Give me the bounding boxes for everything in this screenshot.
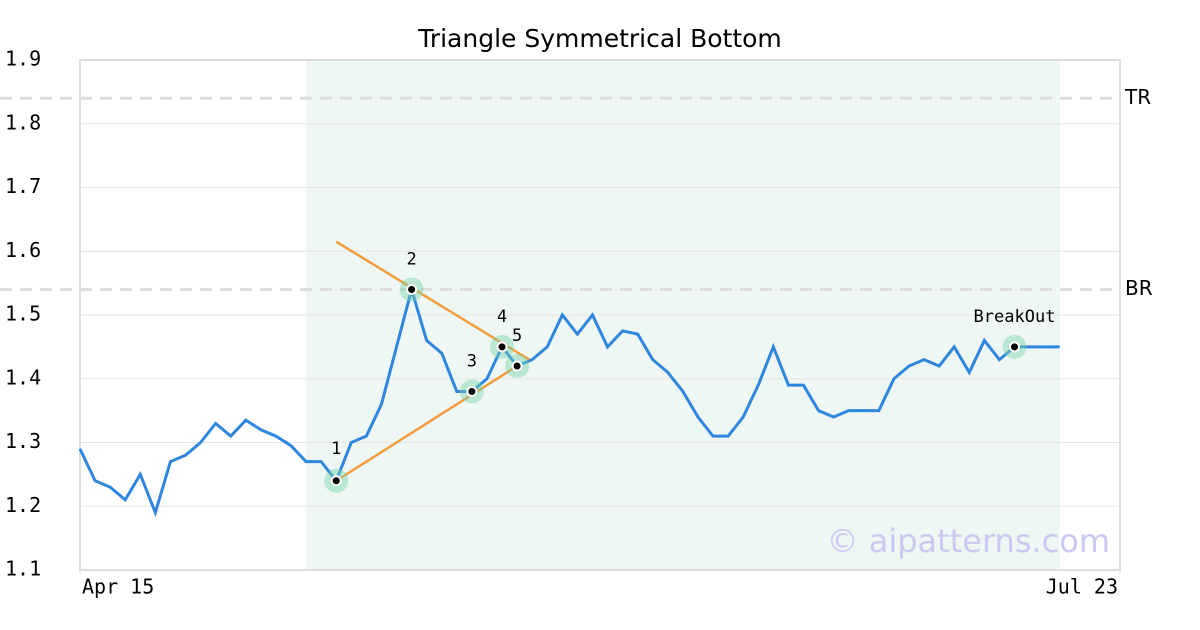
chart-title: Triangle Symmetrical Bottom: [417, 24, 782, 53]
pivot-label: 1: [331, 439, 341, 459]
y-tick-label: 1.8: [5, 110, 41, 134]
watermark: © aipatterns.com: [827, 522, 1110, 560]
level-label: BR: [1125, 276, 1153, 300]
level-label: TR: [1124, 85, 1151, 109]
y-tick-label: 1.5: [5, 302, 41, 326]
x-tick-label: Jul 23: [1046, 575, 1118, 599]
x-tick-label: Apr 15: [82, 575, 154, 599]
pivot-label: 2: [406, 250, 416, 270]
y-tick-label: 1.3: [5, 429, 41, 453]
y-tick-label: 1.6: [5, 238, 41, 262]
pivot-dot: [511, 360, 523, 372]
pivot-dot: [466, 386, 478, 397]
pivot-label: 3: [467, 352, 477, 372]
pivot-dot: [496, 341, 508, 353]
y-tick-label: 1.4: [5, 365, 41, 389]
pivot-label: 5: [512, 326, 522, 346]
pivot-dot: [330, 475, 342, 487]
y-tick-label: 1.7: [5, 174, 41, 198]
y-tick-label: 1.9: [5, 47, 41, 71]
trend-line: [335, 364, 518, 482]
plot-border: [79, 59, 1121, 571]
pivot-dot: [1008, 341, 1020, 353]
price-line: [78, 283, 1060, 518]
pivot-label: 4: [497, 307, 507, 327]
pivot-label: BreakOut: [974, 307, 1056, 327]
y-tick-label: 1.1: [5, 557, 41, 581]
pivot-dot: [406, 284, 418, 295]
y-tick-label: 1.2: [5, 493, 41, 517]
trend-line: [335, 240, 530, 361]
